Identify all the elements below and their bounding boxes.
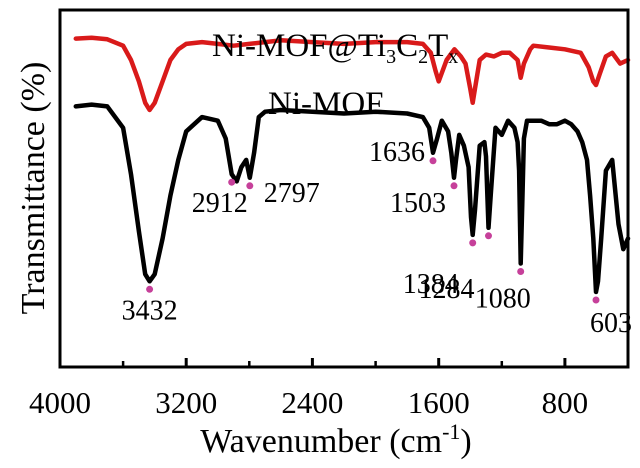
peak-label-1080: 1080 [475, 284, 531, 315]
series-label-group: Ni-MOF@Ti3C2Tx Ni-MOF [212, 28, 458, 122]
peak-marker-1080 [517, 268, 525, 275]
x-axis-title-part: -1 [442, 419, 460, 444]
x-tick-label-2400: 2400 [281, 385, 343, 420]
x-tick-label-3200: 3200 [155, 385, 217, 420]
series-group [73, 35, 631, 295]
peak-label-603: 603 [590, 308, 632, 339]
series-label-ni-mof: Ni-MOF [268, 86, 384, 122]
peak-label-1384: 1384 [403, 269, 459, 300]
marker-group [146, 157, 600, 304]
series-label-part: x [448, 46, 458, 68]
peak-label-3432: 3432 [122, 295, 178, 326]
series-label-part: 2 [418, 46, 428, 68]
x-axis-title-part: Wavenumber (cm [200, 423, 442, 460]
x-tick-label-1600: 1600 [408, 385, 470, 420]
peak-marker-1284 [485, 232, 492, 240]
x-axis-title-part: ) [460, 423, 471, 460]
plot-frame [58, 8, 630, 369]
y-axis-title: Transmittance (%) [15, 62, 52, 315]
series-line-ni-mof-ti3c2tx [73, 35, 631, 113]
peak-marker-1384 [469, 239, 477, 247]
series-label-part: 3 [386, 46, 396, 68]
x-axis-title: Wavenumber (cm-1) [200, 419, 471, 460]
peak-marker-603 [592, 296, 600, 304]
peak-marker-3432 [146, 285, 154, 293]
peak-marker-2912 [228, 178, 236, 186]
peak-marker-1503 [450, 182, 458, 190]
series-label-part: T [428, 28, 448, 64]
series-label-ni-mof-ti3c2tx: Ni-MOF@Ti3C2Tx [212, 28, 458, 68]
peak-label-2797: 2797 [264, 178, 320, 209]
peak-label-1284: 1284 [419, 274, 475, 305]
peak-label-1503: 1503 [390, 188, 446, 219]
peak-label-2912: 2912 [192, 188, 248, 219]
x-tick-label-4000: 4000 [29, 385, 91, 420]
x-tick-group: 4000 3200 2400 1600 800 [29, 358, 588, 420]
series-label-part: C [396, 28, 418, 64]
x-tick-label-800: 800 [542, 385, 589, 420]
peak-marker-2797 [246, 182, 254, 190]
series-line-ni-mof [73, 102, 631, 295]
series-label-part: Ni-MOF@Ti [212, 28, 386, 64]
peak-label-1636: 1636 [369, 137, 425, 168]
peak-marker-1636 [429, 157, 437, 165]
